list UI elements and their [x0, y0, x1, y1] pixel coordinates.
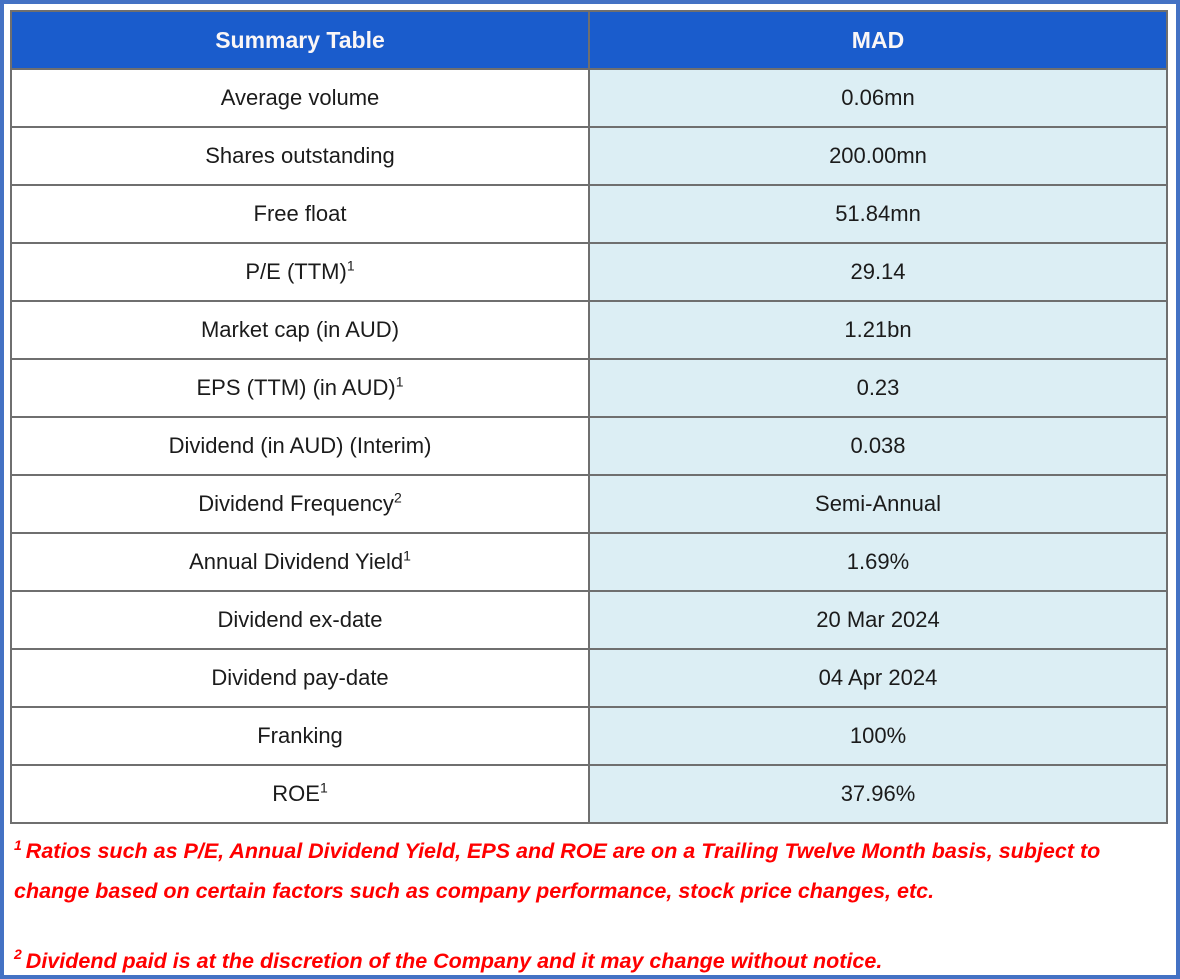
row-label: Dividend (in AUD) (Interim)	[10, 416, 590, 476]
row-value: 04 Apr 2024	[588, 648, 1168, 708]
row-value: Semi-Annual	[588, 474, 1168, 534]
row-label-superscript: 2	[393, 489, 402, 506]
table-row: ROE1 37.96%	[10, 764, 1168, 824]
row-value: 51.84mn	[588, 184, 1168, 244]
summary-table: Summary Table MAD Average volume 0.06mn …	[10, 10, 1168, 824]
row-label-text: P/E (TTM)	[245, 259, 347, 284]
footnote-dividend: 2 Dividend paid is at the discretion of t…	[14, 942, 1164, 975]
row-label-text: Dividend ex-date	[217, 607, 383, 632]
footnote-superscript: 2	[14, 946, 22, 963]
table-row: Free float 51.84mn	[10, 184, 1168, 244]
table-row: P/E (TTM)1 29.14	[10, 242, 1168, 302]
table-row: Shares outstanding 200.00mn	[10, 126, 1168, 186]
table-row: Dividend Frequency2 Semi-Annual	[10, 474, 1168, 534]
header-cell-ticker: MAD	[588, 10, 1168, 70]
row-value: 1.69%	[588, 532, 1168, 592]
row-label: Shares outstanding	[10, 126, 590, 186]
row-label-text: Annual Dividend Yield	[189, 549, 404, 574]
row-label-superscript: 1	[403, 547, 411, 564]
footnote-ttm: 1 Ratios such as P/E, Annual Dividend Yie…	[14, 832, 1164, 912]
footnote-text: Dividend paid is at the discretion of th…	[25, 948, 883, 973]
table-row: Dividend (in AUD) (Interim) 0.038	[10, 416, 1168, 476]
row-label-superscript: 1	[346, 257, 355, 274]
row-label: Average volume	[10, 68, 590, 128]
row-label-text: Franking	[257, 723, 343, 748]
header-cell-summary: Summary Table	[10, 10, 590, 70]
row-value: 0.23	[588, 358, 1168, 418]
row-label: P/E (TTM)1	[10, 242, 590, 302]
row-label-text: Dividend pay-date	[211, 665, 389, 690]
table-row: Market cap (in AUD) 1.21bn	[10, 300, 1168, 360]
row-label-text: Market cap (in AUD)	[200, 317, 400, 342]
row-value: 20 Mar 2024	[588, 590, 1168, 650]
row-label: Annual Dividend Yield1	[10, 532, 590, 592]
table-row: Average volume 0.06mn	[10, 68, 1168, 128]
table-header-row: Summary Table MAD	[10, 10, 1168, 70]
row-label: Franking	[10, 706, 590, 766]
footnotes-section: 1 Ratios such as P/E, Annual Dividend Yie…	[10, 824, 1170, 975]
table-row: Annual Dividend Yield1 1.69%	[10, 532, 1168, 592]
row-label: Free float	[10, 184, 590, 244]
table-row: Dividend ex-date 20 Mar 2024	[10, 590, 1168, 650]
row-label: EPS (TTM) (in AUD)1	[10, 358, 590, 418]
row-label: Dividend ex-date	[10, 590, 590, 650]
table-row: Dividend pay-date 04 Apr 2024	[10, 648, 1168, 708]
row-label-text: Dividend Frequency	[198, 491, 394, 516]
row-label: Market cap (in AUD)	[10, 300, 590, 360]
row-label-text: Shares outstanding	[205, 143, 395, 168]
row-label: ROE1	[10, 764, 590, 824]
row-value: 37.96%	[588, 764, 1168, 824]
row-label-text: Free float	[253, 201, 347, 226]
row-label-superscript: 1	[395, 373, 404, 390]
row-value: 200.00mn	[588, 126, 1168, 186]
table-row: Franking 100%	[10, 706, 1168, 766]
row-value: 29.14	[588, 242, 1168, 302]
row-label-text: Average volume	[220, 85, 380, 110]
table-row: EPS (TTM) (in AUD)1 0.23	[10, 358, 1168, 418]
row-label-text: Dividend (in AUD) (Interim)	[168, 433, 432, 458]
row-label: Dividend pay-date	[10, 648, 590, 708]
row-label-text: EPS (TTM) (in AUD)	[196, 375, 396, 400]
row-label-superscript: 1	[319, 779, 328, 796]
footnote-superscript: 1	[14, 836, 22, 853]
row-value: 100%	[588, 706, 1168, 766]
row-value: 0.06mn	[588, 68, 1168, 128]
footnote-text: Ratios such as P/E, Annual Dividend Yiel…	[14, 839, 1101, 903]
row-value: 1.21bn	[588, 300, 1168, 360]
row-value: 0.038	[588, 416, 1168, 476]
row-label-text: ROE	[272, 781, 320, 806]
row-label: Dividend Frequency2	[10, 474, 590, 534]
